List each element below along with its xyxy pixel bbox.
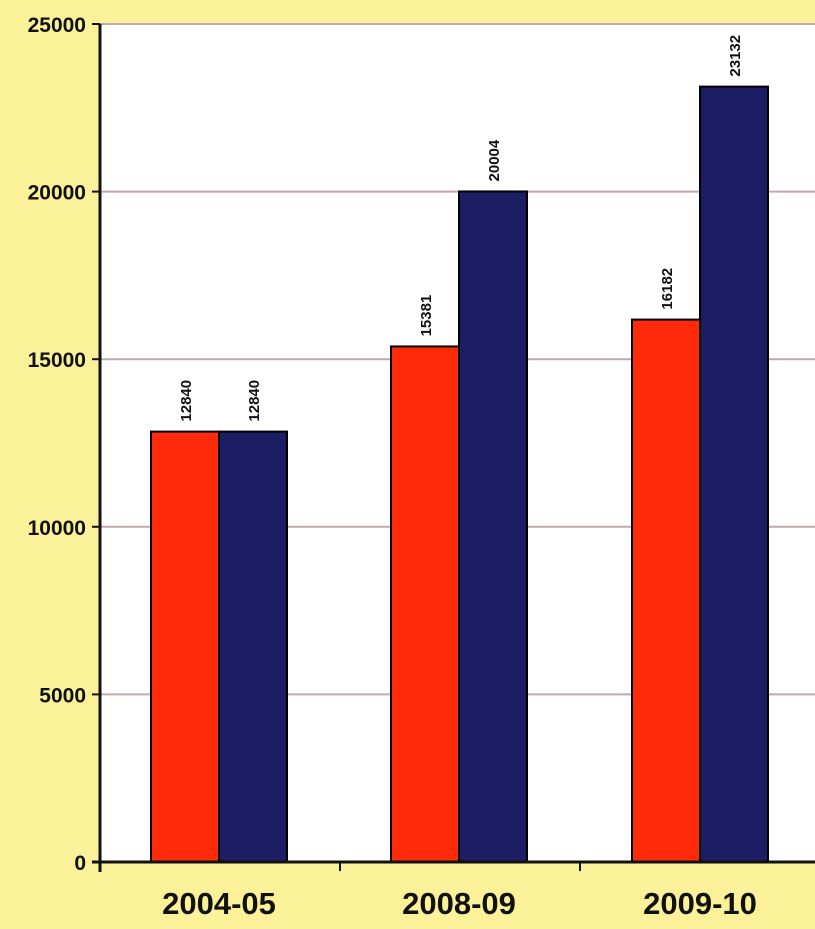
y-axis-ticks: 0 5000 10000 15000 20000 25000 xyxy=(28,14,100,875)
x-axis-ticks: 2004-05 2008-09 2009-10 xyxy=(162,862,757,921)
data-label: 23132 xyxy=(727,35,744,77)
bar xyxy=(218,430,288,863)
bar xyxy=(390,345,460,863)
bars xyxy=(150,85,769,863)
y-tick-label: 20000 xyxy=(28,182,86,205)
bar xyxy=(458,190,528,863)
x-tick-label: 2009-10 xyxy=(643,886,757,921)
data-label: 20004 xyxy=(486,139,503,181)
y-tick-label: 0 xyxy=(74,852,86,875)
y-tick-label: 10000 xyxy=(28,517,86,540)
y-tick-label: 25000 xyxy=(28,14,86,37)
y-tick-label: 5000 xyxy=(39,684,86,707)
bar xyxy=(150,430,220,863)
axes xyxy=(92,24,815,872)
x-tick-label: 2004-05 xyxy=(162,886,276,921)
data-label: 12840 xyxy=(246,380,263,422)
bar xyxy=(699,85,769,863)
bar xyxy=(631,318,701,863)
y-tick-label: 15000 xyxy=(28,349,86,372)
data-label: 15381 xyxy=(418,295,435,337)
x-tick-label: 2008-09 xyxy=(402,886,516,921)
data-label: 16182 xyxy=(659,268,676,310)
data-label: 12840 xyxy=(178,380,195,422)
data-labels: 12840 15381 16182 12840 20004 23132 xyxy=(178,35,744,422)
